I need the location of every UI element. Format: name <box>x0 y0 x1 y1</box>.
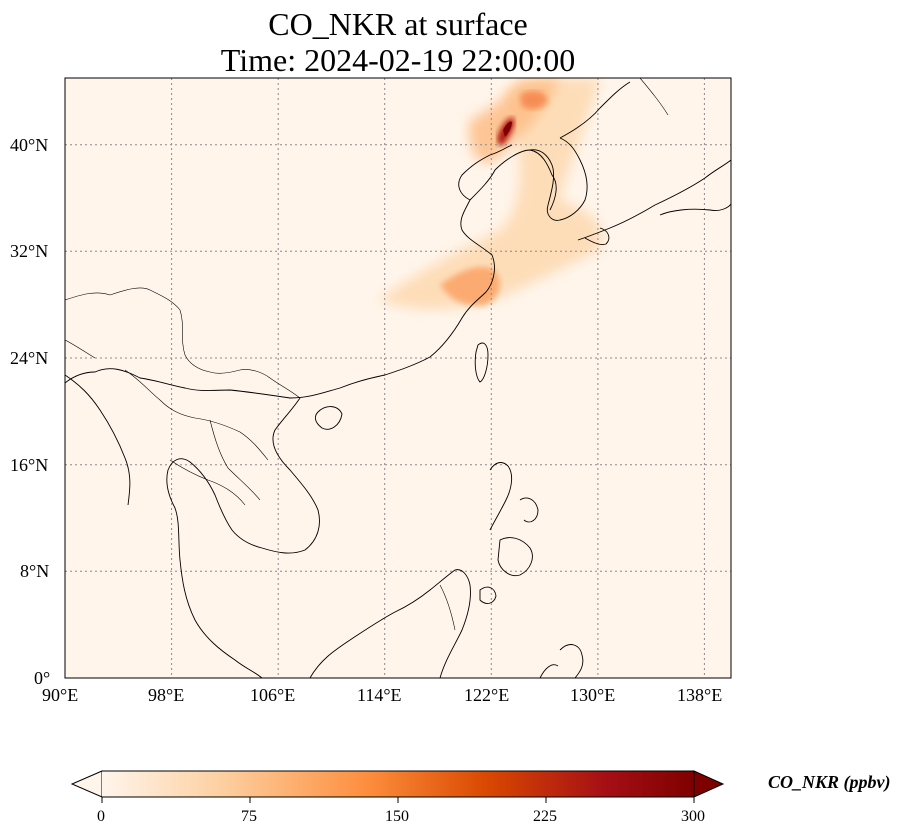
map-time: Time: 2024-02-19 22:00:00 <box>220 42 576 78</box>
lat-tick-8n: 8°N <box>20 561 50 581</box>
coastlines <box>65 81 731 678</box>
lon-tick-114e: 114°E <box>357 685 402 705</box>
map-frame <box>64 77 732 679</box>
lon-tick-130e: 130°E <box>570 685 616 705</box>
colorbar <box>70 770 725 803</box>
colorbar-tick-75: 75 <box>241 808 257 825</box>
country-borders <box>65 78 669 631</box>
lon-tick-122e: 122°E <box>464 685 510 705</box>
colorbar-tick-225: 225 <box>533 808 557 825</box>
colorbar-label: CO_NKR (ppbv) <box>768 772 891 792</box>
lon-tick-90e: 90°E <box>42 685 79 705</box>
colorbar-tick-150: 150 <box>385 808 409 825</box>
colorbar-under-extend <box>70 770 103 798</box>
colorbar-tick-0: 0 <box>97 808 105 825</box>
colorbar-tick-marks <box>101 797 695 803</box>
lat-tick-24n: 24°N <box>10 348 49 368</box>
lat-tick-16n: 16°N <box>10 455 49 475</box>
lat-tick-32n: 32°N <box>10 241 49 261</box>
colorbar-over-extend <box>693 770 725 798</box>
lat-tick-0: 0° <box>34 668 51 688</box>
lon-tick-98e: 98°E <box>148 685 185 705</box>
lat-tick-40n: 40°N <box>10 135 49 155</box>
map-title: CO_NKR at surface <box>268 6 528 42</box>
map-background <box>65 78 731 678</box>
colorbar-tick-300: 300 <box>681 808 705 825</box>
lon-tick-138e: 138°E <box>677 685 723 705</box>
lon-tick-106e: 106°E <box>250 685 296 705</box>
colorbar-gradient <box>102 771 694 797</box>
